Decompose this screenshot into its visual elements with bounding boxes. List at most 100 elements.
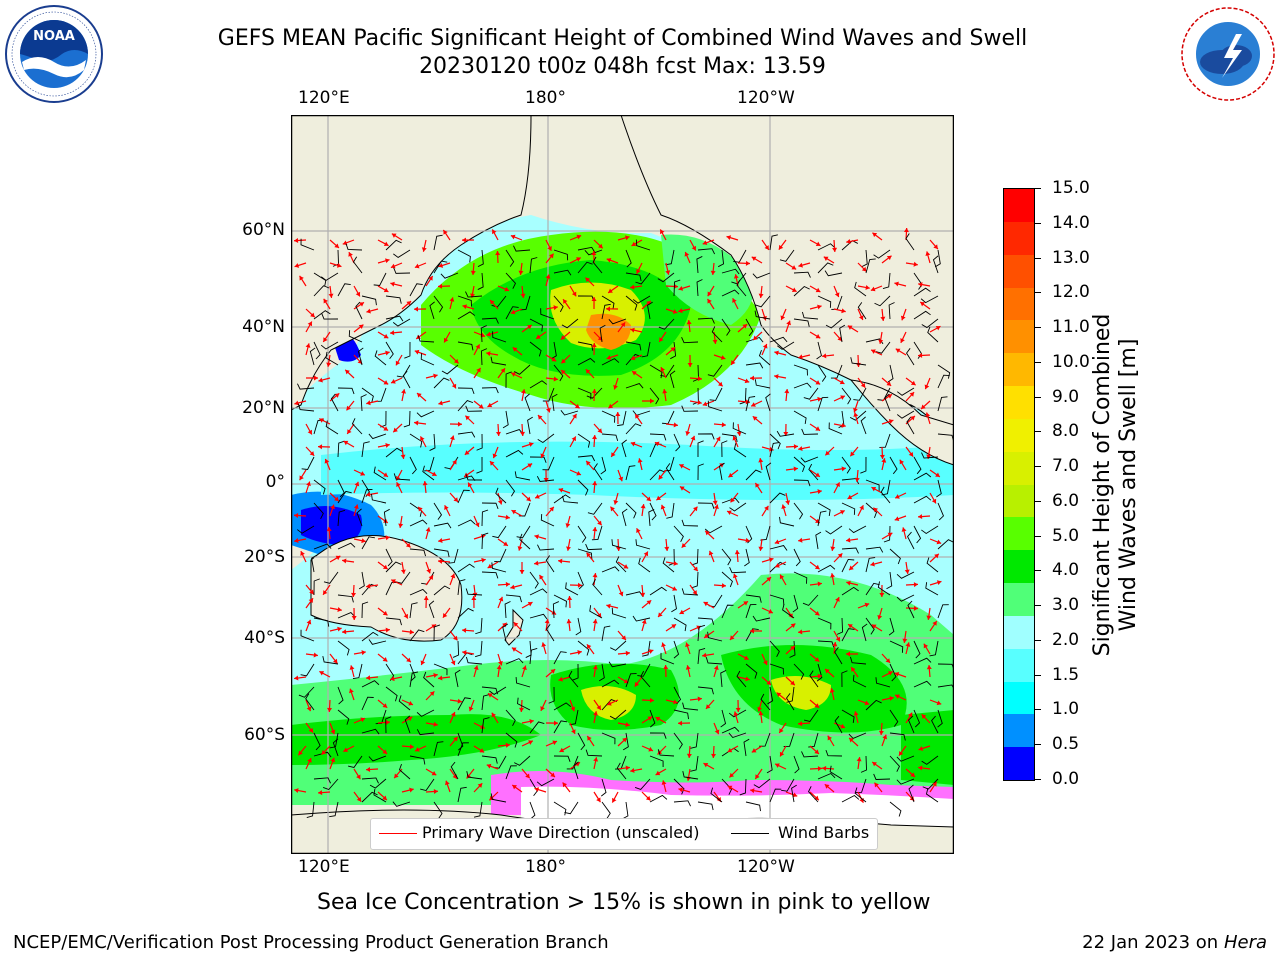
- wind-barb: [505, 765, 517, 780]
- wind-barb: [553, 651, 567, 665]
- wind-barb: [371, 493, 387, 504]
- wave-arrow-head: [634, 681, 640, 687]
- wave-arrow-head: [453, 497, 459, 502]
- wave-arrow-head: [511, 509, 517, 515]
- wave-arrow-head: [847, 494, 853, 500]
- wave-arrow-head: [870, 286, 876, 292]
- wave-arrow-head: [330, 504, 335, 510]
- wave-arrow-head: [783, 431, 789, 436]
- wave-arrow-head: [679, 609, 685, 615]
- wave-arrow-head: [577, 649, 582, 655]
- wave-arrow-head: [908, 451, 914, 457]
- wind-barb: [417, 335, 435, 343]
- wind-barb: [313, 543, 332, 550]
- wave-arrow-head: [539, 574, 544, 580]
- wave-arrow-head: [323, 298, 328, 304]
- wind-barb: [465, 474, 483, 481]
- wave-arrow-head: [359, 302, 364, 307]
- wave-arrow-head: [467, 482, 473, 488]
- wind-barb: [865, 258, 876, 274]
- shallow-indonesia-core: [301, 506, 362, 545]
- wave-arrow-head: [385, 350, 390, 356]
- wave-arrow-head: [790, 645, 795, 651]
- wave-arrow-head: [762, 343, 768, 349]
- wind-barb: [937, 364, 951, 379]
- wave-arrow-head: [766, 577, 772, 582]
- wind-barb: [682, 771, 699, 780]
- wave-arrow-head: [856, 757, 862, 762]
- wind-barb: [361, 536, 375, 550]
- wind-barb: [769, 433, 781, 450]
- wind-barb: [433, 260, 448, 274]
- wind-barb: [690, 755, 699, 772]
- wind-barb: [585, 749, 603, 757]
- wave-arrow-head: [778, 244, 784, 250]
- wind-barb: [824, 270, 843, 277]
- wind-barb: [889, 663, 897, 682]
- wave-arrow-head: [403, 613, 409, 619]
- wind-barb: [337, 640, 350, 656]
- wind-barb: [860, 416, 867, 435]
- wind-barb: [697, 686, 714, 695]
- wave-arrow-head: [769, 446, 774, 452]
- wind-barb: [393, 249, 411, 258]
- wave-arrow-head: [900, 315, 906, 321]
- wave-arrow-head: [880, 316, 886, 321]
- wave-arrow-head: [822, 353, 827, 359]
- wind-barb: [298, 686, 315, 698]
- wind-barb: [550, 341, 557, 360]
- wind-barb: [433, 801, 443, 819]
- wind-barb: [398, 763, 411, 780]
- wind-barb: [575, 617, 582, 636]
- wave-arrow-head: [879, 592, 885, 597]
- wave-arrow-head: [755, 482, 760, 488]
- wind-barb: [577, 525, 587, 543]
- wind-barb: [542, 387, 555, 402]
- wind-barb: [477, 249, 484, 268]
- wave-arrow-head: [335, 555, 341, 561]
- wave-arrow-head: [882, 734, 888, 740]
- wind-barb: [553, 249, 569, 261]
- wave-arrow-head: [830, 546, 836, 551]
- wind-barb: [721, 604, 734, 619]
- wave-arrow-head: [566, 619, 572, 624]
- wind-barb: [577, 357, 596, 366]
- wave-arrow-head: [390, 330, 395, 336]
- wind-barb: [536, 475, 555, 482]
- noaa-logo: NOAA: [5, 5, 103, 103]
- wave-arrow-head: [861, 266, 867, 272]
- wind-barb: [416, 410, 435, 418]
- wind-barb: [504, 601, 511, 619]
- wind-barb: [564, 801, 579, 815]
- colorbar-tick-label: 5.0: [1052, 525, 1080, 546]
- wave-arrow-head: [923, 643, 929, 649]
- wind-barb: [577, 341, 594, 351]
- wave-arrow-head: [591, 389, 597, 394]
- map-title: GEFS MEAN Pacific Significant Height of …: [217, 26, 1028, 51]
- wind-barb: [752, 272, 771, 279]
- wind-barb: [457, 579, 466, 596]
- wave-arrow-head: [520, 431, 525, 436]
- wind-barb: [649, 433, 667, 441]
- wave-arrow-head: [426, 568, 432, 574]
- wind-barb: [313, 479, 326, 495]
- wave-arrow-head: [631, 241, 637, 247]
- wave-arrow-head: [438, 283, 443, 289]
- wind-barb: [433, 624, 441, 642]
- wind-barb: [690, 732, 699, 749]
- wave-arrow-head: [592, 665, 598, 670]
- wave-arrow-head: [306, 619, 312, 625]
- wave-arrow-head: [343, 747, 349, 752]
- wind-barb: [433, 522, 452, 529]
- wave-arrow-head: [558, 558, 563, 564]
- wind-barb: [721, 571, 733, 588]
- wave-arrow-head: [294, 675, 299, 681]
- lon-tick-bottom-180: 180°: [525, 857, 566, 877]
- wave-arrow-head: [732, 298, 737, 303]
- wind-barb: [777, 341, 795, 350]
- wave-arrow-head: [751, 402, 756, 407]
- wind-barb: [428, 600, 435, 619]
- wave-arrow-head: [877, 614, 883, 620]
- wave-arrow-head: [839, 510, 845, 515]
- wave-arrow-head: [610, 506, 615, 512]
